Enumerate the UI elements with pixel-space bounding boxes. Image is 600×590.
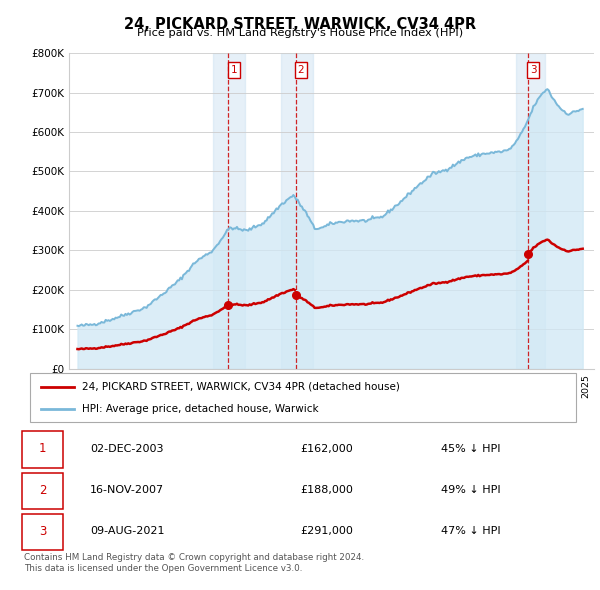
- Bar: [213, 53, 245, 369]
- Text: 49% ↓ HPI: 49% ↓ HPI: [441, 485, 501, 495]
- FancyBboxPatch shape: [22, 431, 63, 468]
- Text: 24, PICKARD STREET, WARWICK, CV34 4PR (detached house): 24, PICKARD STREET, WARWICK, CV34 4PR (d…: [82, 382, 400, 392]
- Text: 2: 2: [39, 484, 46, 497]
- Text: £291,000: £291,000: [300, 526, 353, 536]
- Text: HPI: Average price, detached house, Warwick: HPI: Average price, detached house, Warw…: [82, 404, 319, 414]
- Text: 3: 3: [39, 525, 46, 537]
- Text: 02-DEC-2003: 02-DEC-2003: [90, 444, 163, 454]
- Text: 3: 3: [530, 65, 536, 75]
- Text: 47% ↓ HPI: 47% ↓ HPI: [441, 526, 501, 536]
- Text: 2: 2: [298, 65, 304, 75]
- Text: 1: 1: [230, 65, 237, 75]
- Text: £162,000: £162,000: [300, 444, 353, 454]
- FancyBboxPatch shape: [22, 514, 63, 550]
- Text: 09-AUG-2021: 09-AUG-2021: [90, 526, 164, 536]
- FancyBboxPatch shape: [30, 373, 576, 422]
- Text: 45% ↓ HPI: 45% ↓ HPI: [441, 444, 500, 454]
- Bar: [517, 53, 545, 369]
- Text: 16-NOV-2007: 16-NOV-2007: [90, 485, 164, 495]
- Text: 1: 1: [39, 442, 46, 455]
- Text: Price paid vs. HM Land Registry's House Price Index (HPI): Price paid vs. HM Land Registry's House …: [137, 28, 463, 38]
- Bar: [281, 53, 313, 369]
- Text: 24, PICKARD STREET, WARWICK, CV34 4PR: 24, PICKARD STREET, WARWICK, CV34 4PR: [124, 17, 476, 31]
- Text: Contains HM Land Registry data © Crown copyright and database right 2024.
This d: Contains HM Land Registry data © Crown c…: [24, 553, 364, 573]
- Text: £188,000: £188,000: [300, 485, 353, 495]
- FancyBboxPatch shape: [22, 473, 63, 509]
